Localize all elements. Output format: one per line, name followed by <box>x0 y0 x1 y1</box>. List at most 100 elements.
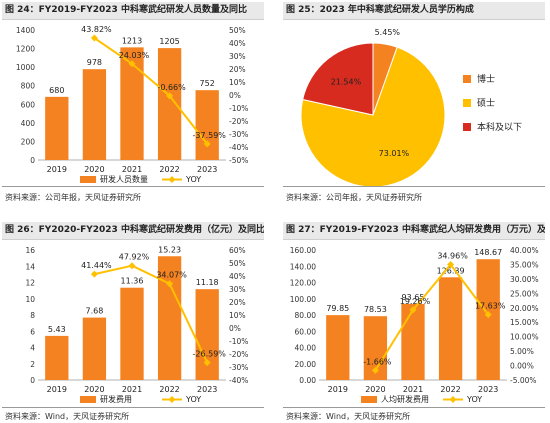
legend-swatch-marker <box>168 176 176 183</box>
x-tick-label: 2020 <box>365 385 385 394</box>
legend-label: 博士 <box>477 73 495 85</box>
y-tick-label: 1400 <box>16 26 35 35</box>
pie-value-label: 73.01% <box>379 149 410 158</box>
legend-swatch <box>463 99 471 107</box>
bar <box>326 315 350 380</box>
legend-swatch-bar <box>80 176 96 183</box>
y2-tick-label: 40% <box>229 39 246 48</box>
y2-tick-label: -5.00% <box>510 376 537 385</box>
panel-fig26: 图 26：FY2020-FY2023 中科寒武纪研发费用（亿元）及同比 0 2 4 6… <box>2 222 264 422</box>
yoy-point <box>447 261 455 269</box>
chart-title: 图 24：FY2019-FY2023 中科寒武纪研发人员数量及同比 <box>2 2 264 20</box>
chart-title: 图 27：FY2019-FY2023 中科寒武纪人均研发费用（万元）及同比 <box>283 222 545 240</box>
y2-tick-label: 40% <box>229 272 246 281</box>
yoy-point <box>409 306 417 314</box>
yoy-line <box>374 262 489 371</box>
source-note: 资料来源：公司年报，天风证券研究所 <box>5 193 141 202</box>
y-tick-label: 14 <box>25 262 35 271</box>
y-tick-label: 0 <box>30 376 35 385</box>
bar <box>157 48 182 160</box>
pie-value-label: 5.45% <box>375 28 401 37</box>
y2-tick-label: -50% <box>229 156 248 165</box>
y2-tick-label: 10% <box>229 311 246 320</box>
yoy-line <box>94 264 209 363</box>
y-tick-label: 60.00 <box>295 327 317 336</box>
bar-value-label: 78.53 <box>364 305 387 314</box>
y2-tick-label: 10.00% <box>510 333 539 342</box>
panel-fig25: 图 25：2023 年中科寒武纪研发人员学历构成 5.45% 73.01% 21.5… <box>283 2 545 202</box>
x-tick-label: 2023 <box>197 165 217 174</box>
y2-tick-label: 25.00% <box>510 289 539 298</box>
bar-value-label: 7.68 <box>85 307 103 316</box>
legend-swatch-marker <box>168 396 176 403</box>
bar-value-label: 15.23 <box>158 245 181 254</box>
legend-label: 研发人员数量 <box>100 174 148 184</box>
legend-label: YOY <box>185 395 201 404</box>
bar <box>120 47 144 160</box>
legend-swatch-bar <box>361 396 377 403</box>
yoy-point <box>203 140 211 148</box>
x-tick-label: 2023 <box>478 385 498 394</box>
legend-label: 本科及以下 <box>477 121 522 133</box>
bar-value-label: 148.67 <box>474 248 502 257</box>
yoy-value-label: 47.92% <box>119 253 150 262</box>
y-tick-label: 400 <box>21 119 36 128</box>
chart-title: 图 26：FY2020-FY2023 中科寒武纪研发费用（亿元）及同比 <box>2 222 264 240</box>
y2-tick-label: 40.00% <box>510 246 539 255</box>
yoy-value-label: 41.44% <box>81 261 112 270</box>
source-note: 资料来源：Wind，天风证券研究所 <box>5 412 130 421</box>
y-tick-label: 100.00 <box>290 295 316 304</box>
bar-value-label: 11.36 <box>121 277 144 286</box>
x-tick-label: 2022 <box>440 385 460 394</box>
bar-value-label: 752 <box>200 79 215 88</box>
y2-tick-label: 0% <box>229 91 241 100</box>
yoy-point <box>128 60 136 68</box>
bar <box>401 303 425 380</box>
y2-tick-label: 60% <box>229 246 246 255</box>
yoy-point <box>90 34 98 42</box>
source-note: 资料来源：Wind，天风证券研究所 <box>286 412 411 421</box>
yoy-point <box>203 359 211 367</box>
legend-swatch <box>463 75 471 83</box>
bar <box>157 256 182 380</box>
y2-tick-label: 35.00% <box>510 260 539 269</box>
x-tick-label: 2021 <box>403 385 423 394</box>
bar <box>82 69 107 160</box>
x-tick-label: 2022 <box>159 165 179 174</box>
y2-tick-label: -30% <box>229 363 248 372</box>
y2-tick-label: 20% <box>229 298 246 307</box>
x-tick-label: 2022 <box>159 385 179 394</box>
yoy-value-label: -26.59% <box>193 350 227 359</box>
yoy-value-label: -0.66% <box>157 83 186 92</box>
bar <box>82 317 107 380</box>
yoy-value-label: 34.07% <box>156 271 187 280</box>
y2-tick-label: 20% <box>229 65 246 74</box>
y2-tick-label: -30% <box>229 130 248 139</box>
y2-tick-label: -10% <box>229 104 248 113</box>
legend-label: YOY <box>466 395 482 404</box>
y-tick-label: 2 <box>30 360 35 369</box>
bar <box>438 277 463 380</box>
divider <box>283 186 545 187</box>
bar <box>120 287 144 380</box>
y2-tick-label: -40% <box>229 376 248 385</box>
source-note: 资料来源：公司年报，天风证券研究所 <box>286 193 422 202</box>
legend-label: YOY <box>185 175 201 184</box>
yoy-point <box>90 270 98 278</box>
x-tick-label: 2019 <box>47 385 67 394</box>
bar-line-chart-fig27: 0.00 20.00 40.00 60.00 80.00 100.00 120.00 140.… <box>290 246 539 404</box>
bar-value-label: 11.18 <box>196 278 219 287</box>
y-tick-label: 40.00 <box>295 344 317 353</box>
y2-tick-label: 5.00% <box>510 347 534 356</box>
divider <box>283 407 545 408</box>
x-tick-label: 2020 <box>84 385 104 394</box>
y-tick-label: 16 <box>25 246 35 255</box>
legend-swatch-bar <box>80 396 96 403</box>
y2-tick-label: 15.00% <box>510 318 539 327</box>
chart-title: 图 25：2023 年中科寒武纪研发人员学历构成 <box>283 2 545 20</box>
legend-label: 硕士 <box>477 97 495 109</box>
yoy-point <box>166 280 174 288</box>
y-tick-label: 120.00 <box>290 279 316 288</box>
yoy-value-label: 34.96% <box>437 252 468 261</box>
